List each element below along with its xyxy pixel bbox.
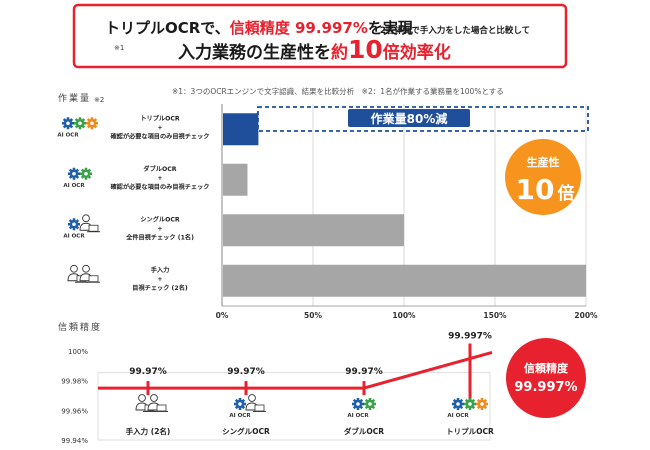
- y-tick-label: 99.94%: [61, 437, 88, 445]
- gear-green-icon: [74, 117, 86, 130]
- gear-blue-icon: [452, 398, 464, 410]
- ai-ocr-tag: AI OCR: [63, 233, 85, 239]
- category-label: 確認が必要な項目のみ目視チェック: [111, 132, 210, 140]
- headline-line2-pre: 入力業務の生産性を: [178, 42, 331, 63]
- gear-blue-icon: [68, 218, 80, 231]
- accuracy-line-chart: 100% 99.98% 99.96% 99.94% 99.97% 手入力 (2名) 99.9…: [61, 331, 494, 445]
- headline-yaku: 約: [331, 42, 348, 63]
- category-label: 確認が必要な項目のみ目視チェック: [111, 183, 210, 191]
- reduction-label: 作業量80%減: [371, 111, 448, 126]
- category-label: +: [157, 276, 162, 283]
- accuracy-category-label: シングルOCR: [222, 426, 270, 436]
- accuracy-badge: 信頼精度 99.997%: [506, 338, 586, 418]
- ai-ocr-tag: AI OCR: [63, 183, 85, 189]
- productivity-badge-number: 10: [516, 173, 555, 206]
- person-at-desk-icon: [79, 214, 101, 233]
- reduction-dashed-box: [257, 106, 589, 132]
- ai-ocr-tag: AI OCR: [347, 413, 369, 419]
- ai-ocr-tag: AI OCR: [447, 413, 469, 419]
- accuracy-value-label: 99.97%: [227, 367, 265, 377]
- accuracy-category-label: ダブルOCR: [344, 426, 384, 436]
- headline-ten: 10: [348, 35, 383, 64]
- y-tick-label: 100%: [68, 348, 88, 356]
- person-at-desk-icon: [79, 264, 101, 283]
- reduction-label-bg: [348, 109, 470, 127]
- headline-comparison-note: 2名体制で手入力をした場合と比較して: [380, 25, 530, 36]
- x-tick-label: 100%: [392, 311, 416, 320]
- svg-text:トリプルOCRで、信頼精度 99.997%を実現: トリプルOCRで、信頼精度 99.997%を実現: [105, 19, 413, 37]
- workload-bar: [223, 163, 248, 196]
- svg-text:入力業務の生産性を約10倍効率化: 入力業務の生産性を約10倍効率化: [178, 35, 451, 64]
- headline-line1-pre: トリプルOCRで、: [105, 19, 230, 37]
- footnotes: ※1：3つのOCRエンジンで文字認識、結果を比較分析 ※2：1名が作業する業務量…: [172, 86, 504, 96]
- gear-blue-icon: [62, 117, 74, 130]
- accuracy-badge-label: 信頼精度: [524, 361, 569, 375]
- productivity-badge-unit: 倍: [558, 183, 575, 204]
- gear-orange-icon: [86, 117, 98, 130]
- x-tick-label: 200%: [574, 311, 598, 320]
- workload-section-mark: ※2: [94, 96, 104, 104]
- accuracy-badge-value: 99.997%: [514, 380, 577, 395]
- accuracy-category-label: 手入力 (2名): [126, 426, 171, 436]
- category-label: 手入力: [151, 266, 170, 274]
- accuracy-value-label: 99.97%: [345, 367, 383, 377]
- productivity-badge-label: 生産性: [527, 155, 560, 169]
- category-label: +: [157, 175, 162, 182]
- accuracy-value-label: 99.97%: [129, 367, 167, 377]
- ai-ocr-tag: AI OCR: [229, 413, 251, 419]
- headline-footnote-mark: ※1: [114, 44, 124, 52]
- x-tick-label: 0%: [216, 311, 229, 320]
- gear-green-icon: [464, 398, 476, 410]
- workload-section-title: 作業量: [58, 92, 91, 104]
- productivity-badge: 生産性 10 倍: [505, 139, 581, 215]
- gear-orange-icon: [476, 398, 488, 410]
- category-label: 全件目視チェック (1名): [125, 233, 194, 241]
- workload-bar-chart: 0% 50% 100% 150% 200%トリプルOCR+確認が必要な項目のみ目視チェッ…: [57, 104, 598, 320]
- headline-accuracy-highlight: 信頼精度 99.997%: [230, 19, 368, 37]
- gear-green-icon: [364, 398, 376, 410]
- accuracy-section-title: 信頼精度: [58, 321, 102, 333]
- workload-bar: [223, 214, 404, 247]
- category-label: +: [157, 225, 162, 232]
- headline-box: トリプルOCRで、信頼精度 99.997%を実現 2名体制で手入力をした場合と比…: [72, 3, 568, 69]
- x-tick-label: 150%: [483, 311, 507, 320]
- category-label: ダブルOCR: [143, 165, 176, 173]
- x-tick-label: 50%: [304, 311, 322, 320]
- category-label: +: [157, 124, 162, 131]
- category-label: 目視チェック (2名): [132, 284, 188, 292]
- category-label: シングルOCR: [140, 215, 180, 223]
- ai-ocr-tag: AI OCR: [57, 132, 79, 138]
- headline-line1-post: を実現: [368, 19, 413, 37]
- reduction-callout: 作業量80%減: [257, 106, 589, 132]
- accuracy-value-label: 99.997%: [448, 331, 492, 341]
- gear-green-icon: [80, 167, 92, 180]
- category-label: トリプルOCR: [140, 114, 180, 122]
- gear-blue-icon: [68, 167, 80, 180]
- y-tick-label: 99.98%: [61, 378, 88, 386]
- workload-bar: [223, 264, 586, 297]
- y-tick-label: 99.96%: [61, 407, 88, 415]
- accuracy-category-label: トリプルOCR: [446, 426, 494, 436]
- headline-line2-post: 倍効率化: [383, 42, 451, 63]
- workload-bar: [223, 113, 259, 146]
- gear-blue-icon: [352, 398, 364, 410]
- gear-blue-icon: [234, 398, 246, 410]
